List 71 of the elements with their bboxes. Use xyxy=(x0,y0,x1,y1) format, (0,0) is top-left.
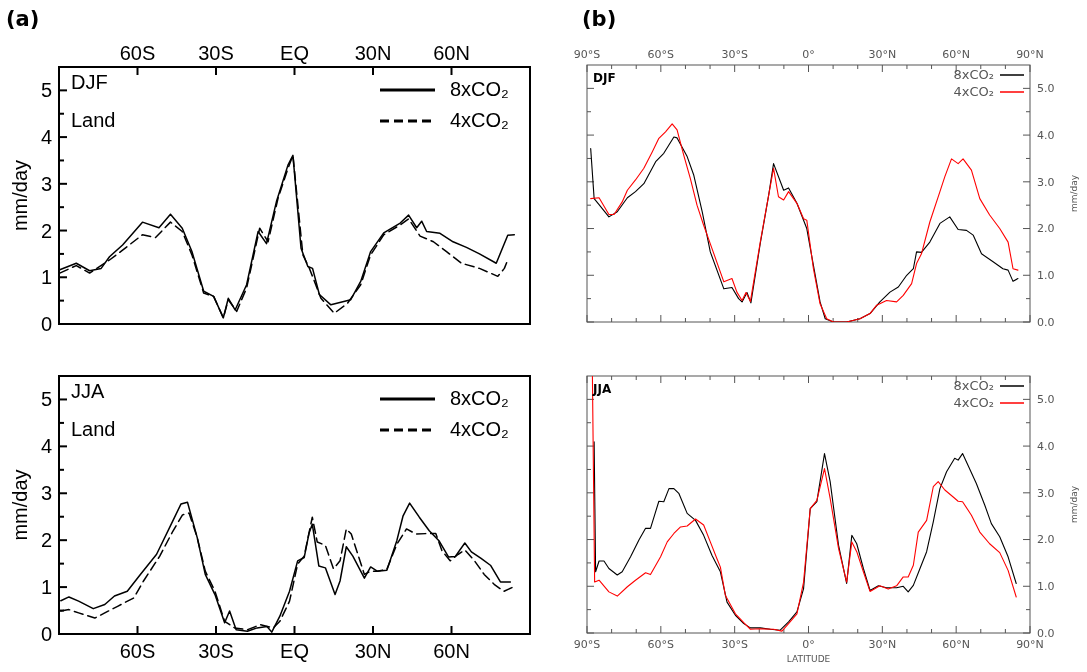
x-tick-label: 30°S xyxy=(721,638,748,651)
x-tick-label: 60°N xyxy=(942,638,971,651)
legend-label: 8xCO₂ xyxy=(953,66,994,82)
annotation: DJF xyxy=(593,71,616,85)
y2-tick-label: 5.0 xyxy=(1037,82,1055,96)
legend-label: 8xCO₂ xyxy=(450,387,509,409)
x-tick-label: 90°S xyxy=(573,638,601,651)
legend-label: 4xCO₂ xyxy=(450,418,509,440)
x-tick-label: 30°N xyxy=(868,638,897,651)
y-tick-label: 3 xyxy=(40,482,52,505)
x-tick-label: EQ xyxy=(280,640,309,662)
y2-tick-label: 2.0 xyxy=(1037,222,1055,236)
y2-axis-title: mm/day xyxy=(1069,485,1079,524)
y2-tick-label: 3.0 xyxy=(1037,175,1055,189)
x-tick-label: 0° xyxy=(802,638,815,651)
chart-title: (a) xyxy=(6,7,40,31)
y2-tick-label: 5.0 xyxy=(1037,393,1055,407)
annotation: DJF xyxy=(71,71,108,93)
legend-label: 4xCO₂ xyxy=(450,109,509,131)
x-tick-label: 30S xyxy=(198,640,234,662)
annotation: JJA xyxy=(71,380,105,402)
chart-title: (b) xyxy=(582,7,617,31)
x-tick-label: EQ xyxy=(280,42,309,64)
legend-label: 8xCO₂ xyxy=(450,78,509,100)
x-tick-label: 30S xyxy=(198,42,234,64)
y2-tick-label: 4.0 xyxy=(1037,128,1055,142)
y2-tick-label: 2.0 xyxy=(1037,533,1055,547)
x-tick-label: 60°N xyxy=(942,48,971,61)
x-tick-label: 60N xyxy=(433,42,470,64)
y-tick-label: 1 xyxy=(40,576,52,599)
x-tick-label: 30N xyxy=(354,640,392,662)
y-tick-label: 4 xyxy=(40,435,52,458)
x-tick-label: 0° xyxy=(802,48,815,61)
y2-tick-label: 4.0 xyxy=(1037,439,1055,453)
x-tick-label: 90°S xyxy=(573,48,601,61)
x-tick-label: 90°N xyxy=(1016,638,1044,651)
y-tick-label: 5 xyxy=(40,79,52,102)
y-tick-label: 1 xyxy=(40,266,52,289)
annotation: Land xyxy=(71,109,116,131)
legend-label: 4xCO₂ xyxy=(953,83,994,99)
y-tick-label: 4 xyxy=(40,126,52,149)
x-tick-label: 60S xyxy=(119,42,156,64)
line-series xyxy=(593,441,1017,631)
annotation: JJA xyxy=(592,382,612,396)
y2-axis-title: mm/day xyxy=(1069,174,1079,213)
x-tick-label: 60°S xyxy=(647,638,675,651)
x-tick-label: 60S xyxy=(119,640,156,662)
x-axis-title: LATITUDE xyxy=(786,654,831,664)
y2-tick-label: 0.0 xyxy=(1037,315,1055,329)
line-series xyxy=(591,376,1017,632)
y2-tick-label: 1.0 xyxy=(1037,580,1055,594)
y-axis-title: mm/day xyxy=(9,159,31,232)
y2-tick-label: 3.0 xyxy=(1037,486,1055,500)
x-tick-label: 30N xyxy=(354,42,392,64)
y-tick-label: 3 xyxy=(40,172,52,195)
y2-tick-label: 0.0 xyxy=(1037,626,1055,640)
x-tick-label: 90°N xyxy=(1016,48,1044,61)
annotation: Land xyxy=(71,418,116,440)
x-tick-label: 30°S xyxy=(721,48,748,61)
y-tick-label: 5 xyxy=(40,388,52,411)
x-tick-label: 60N xyxy=(433,640,470,662)
y-tick-label: 0 xyxy=(40,313,52,335)
x-tick-label: 30°N xyxy=(868,48,897,61)
legend-label: 8xCO₂ xyxy=(953,377,994,393)
y2-tick-label: 1.0 xyxy=(1037,269,1055,283)
y-tick-label: 2 xyxy=(40,219,52,242)
y-tick-label: 2 xyxy=(40,529,52,552)
y-axis-title: mm/day xyxy=(9,469,31,541)
x-tick-label: 60°S xyxy=(647,48,675,61)
y-tick-label: 0 xyxy=(40,623,52,645)
legend-label: 4xCO₂ xyxy=(953,394,994,410)
